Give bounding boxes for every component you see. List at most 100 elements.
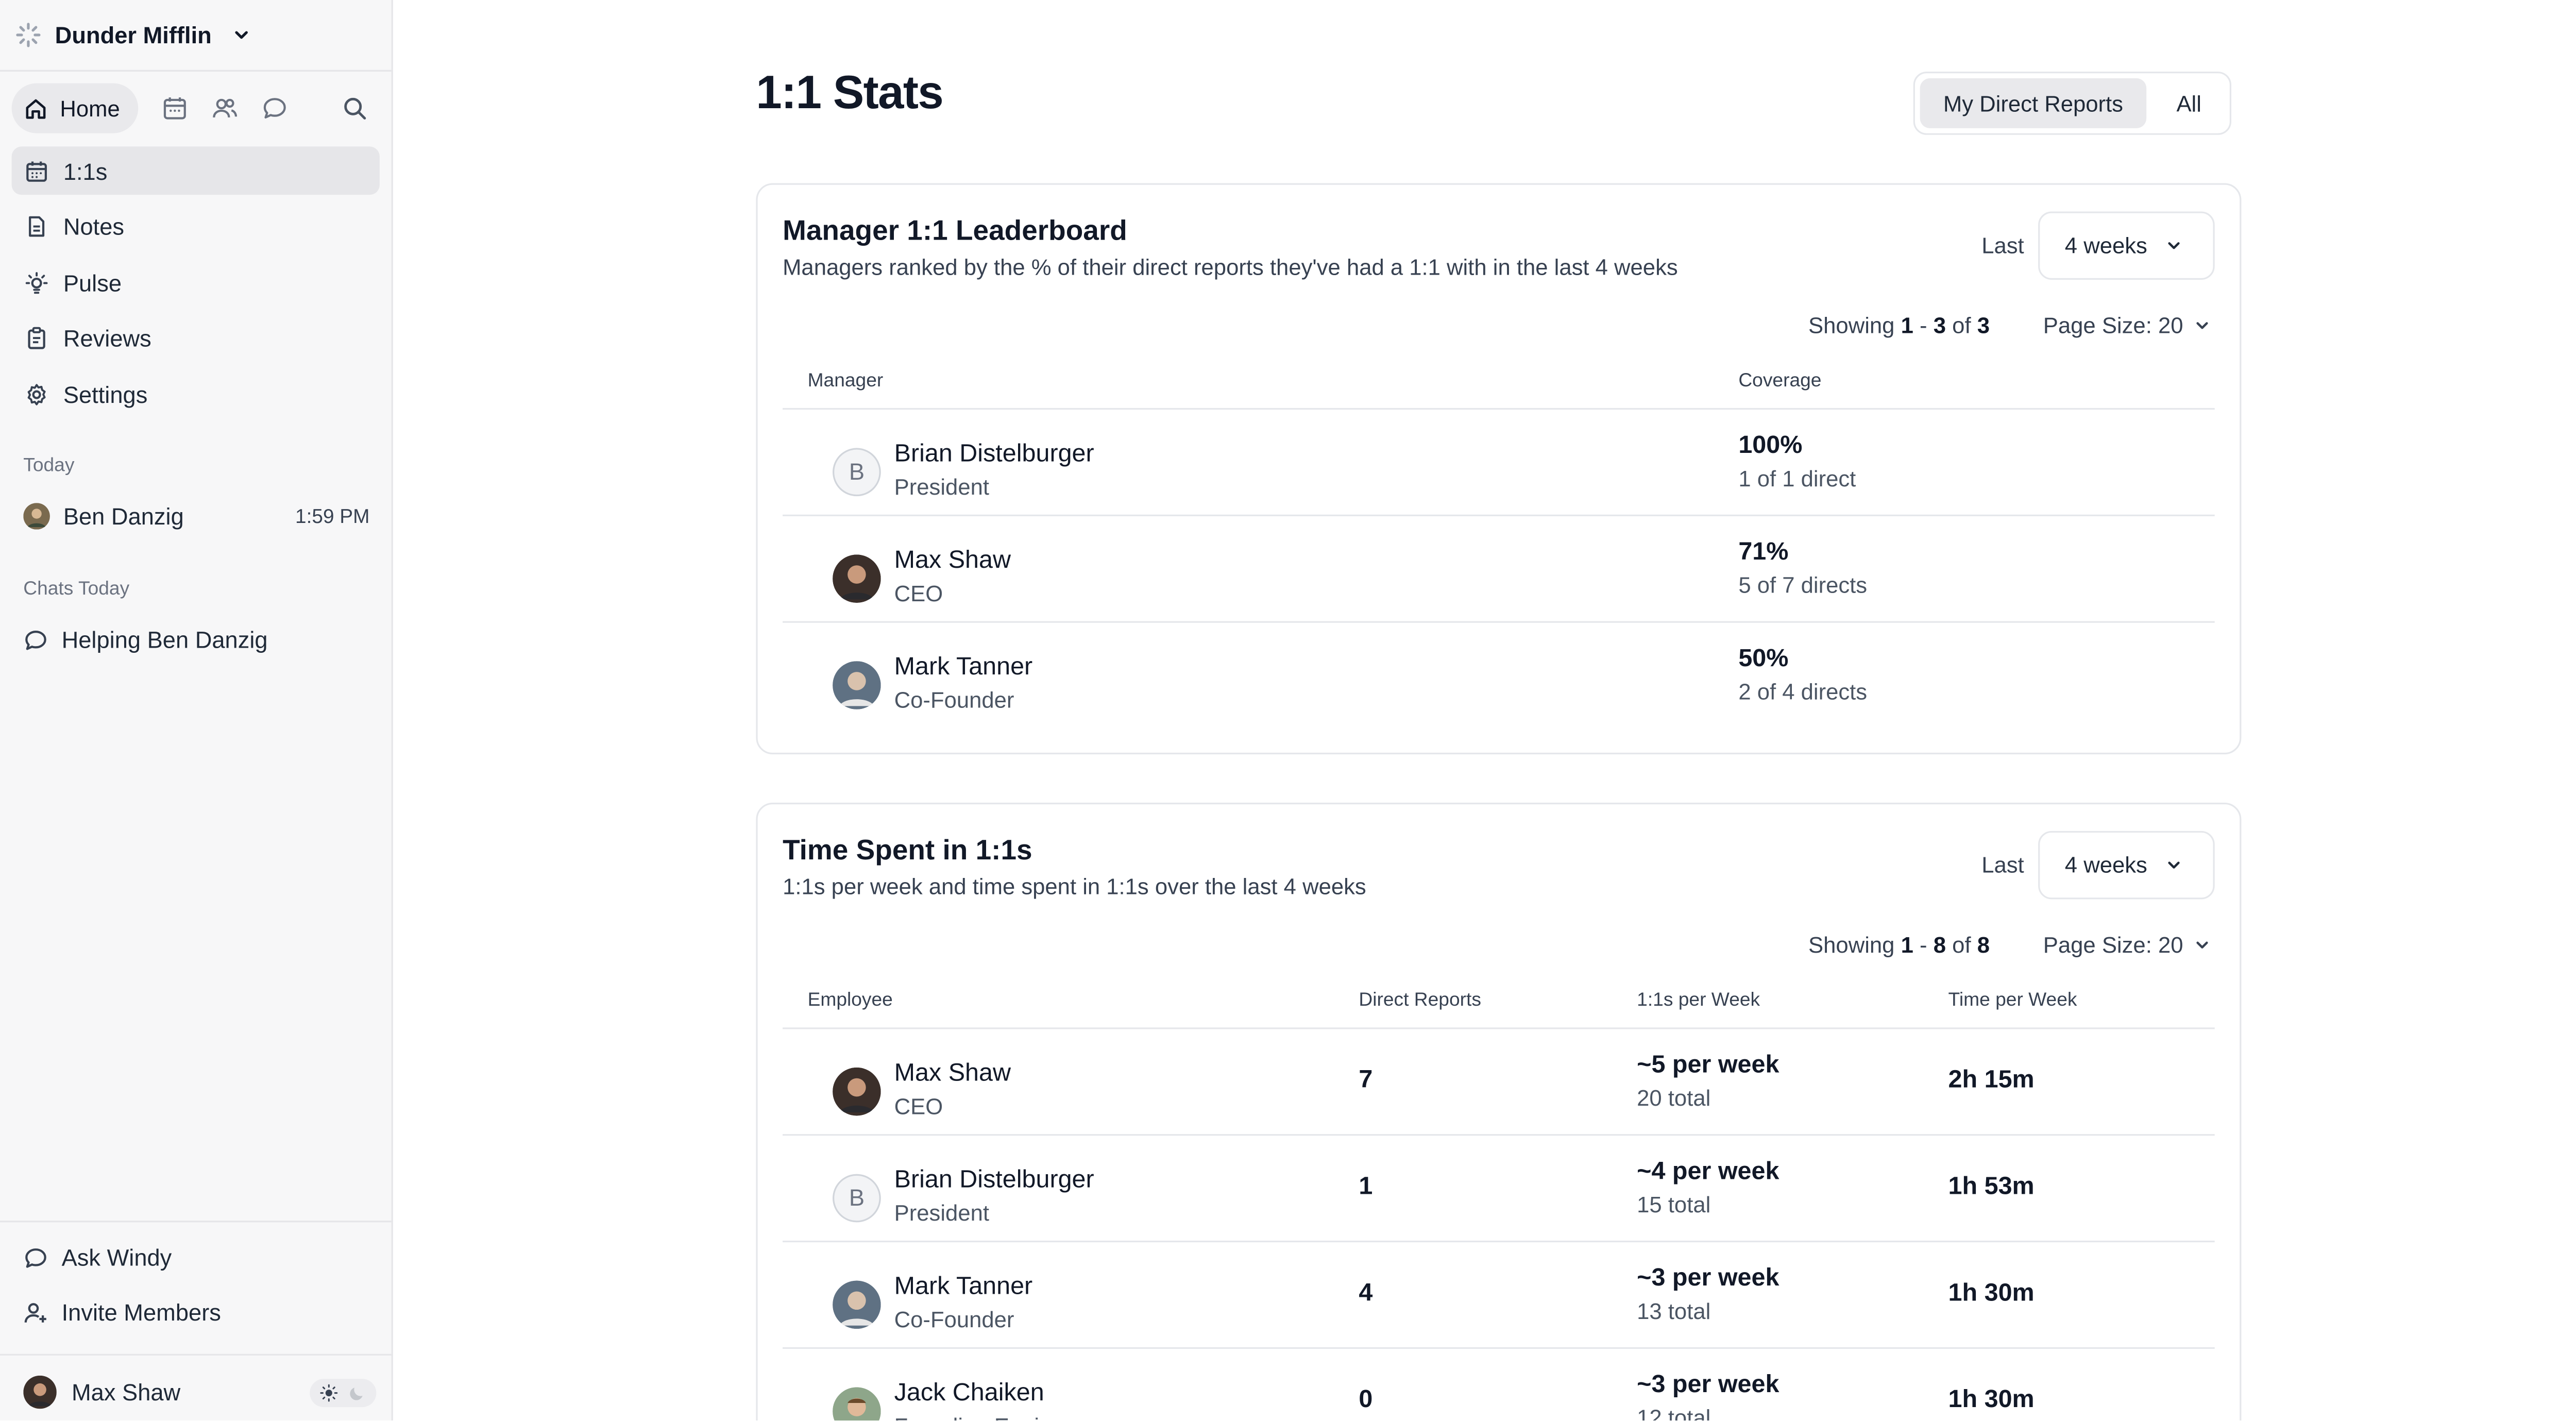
main-content: 1:1 Stats My Direct Reports All Manager … <box>395 0 2576 1420</box>
table-row[interactable]: B Brian Distelburger President 100% 1 of… <box>783 410 2215 516</box>
avatar <box>23 1375 57 1409</box>
per-week-value: ~3 per week <box>1637 1264 1780 1293</box>
sidebar-item-label: Pulse <box>63 268 122 296</box>
avatar <box>833 1279 881 1328</box>
person-name: Brian Distelburger <box>894 439 1094 468</box>
chevron-down-icon <box>2196 322 2208 329</box>
lightbulb-icon <box>25 271 48 293</box>
sidebar-item-label: 1:1s <box>63 157 108 184</box>
chat-bubble-icon <box>25 630 46 649</box>
showing-to: 3 <box>1933 313 1946 339</box>
page-size-select[interactable]: Page Size: 20 <box>2043 933 2212 957</box>
period-select[interactable]: 4 weeks <box>2038 211 2215 280</box>
column-header-per-week[interactable]: 1:1s per Week <box>1637 991 1760 1011</box>
total-value: 13 total <box>1637 1299 1711 1324</box>
column-header-manager[interactable]: Manager <box>807 371 884 392</box>
table-row[interactable]: Mark Tanner Co-Founder 50% 2 of 4 direct… <box>783 623 2215 730</box>
time-per-week: 2h 15m <box>1948 1065 2035 1094</box>
clipboard-icon <box>28 327 45 349</box>
column-header-direct-reports[interactable]: Direct Reports <box>1359 991 1481 1011</box>
table-row[interactable]: Mark Tanner Co-Founder 4 ~3 per week 13 … <box>783 1242 2215 1349</box>
sidebar-item-label: Reviews <box>63 325 151 351</box>
coverage-detail: 5 of 7 directs <box>1738 572 1868 598</box>
card-subtitle: 1:1s per week and time spent in 1:1s ove… <box>783 874 1366 900</box>
table-row[interactable]: Jack Chaiken Founding Engineer 0 ~3 per … <box>783 1349 2215 1420</box>
sidebar-menu: 1:1s Notes Pulse Reviews Settings <box>11 146 380 425</box>
chevron-down-icon <box>2167 242 2179 249</box>
avatar <box>23 503 50 530</box>
table-row[interactable]: B Brian Distelburger President 1 ~4 per … <box>783 1136 2215 1243</box>
report-scope-toggle: My Direct Reports All <box>1913 71 2232 135</box>
page-size-label: Page Size: 20 <box>2043 313 2183 339</box>
person-name: Brian Distelburger <box>894 1165 1094 1194</box>
sidebar-item-pulse[interactable]: Pulse <box>12 258 380 307</box>
card-title: Manager 1:1 Leaderboard <box>783 214 1127 247</box>
table-row[interactable]: Max Shaw CEO 71% 5 of 7 directs <box>783 516 2215 623</box>
chat-item[interactable]: Helping Ben Danzig <box>23 623 369 656</box>
table-header: Employee Direct Reports 1:1s per Week Ti… <box>783 979 2215 1029</box>
per-week-value: ~4 per week <box>1637 1157 1780 1186</box>
showing-from: 1 <box>1901 313 1913 339</box>
showing-total: 8 <box>1977 932 1990 958</box>
column-header-time-per-week[interactable]: Time per Week <box>1948 991 2077 1011</box>
sidebar-item-settings[interactable]: Settings <box>12 370 380 418</box>
column-header-coverage[interactable]: Coverage <box>1738 371 1822 392</box>
chat-help-icon <box>25 1247 46 1267</box>
chats-today-label: Chats Today <box>23 579 130 600</box>
sun-icon[interactable] <box>320 1383 338 1401</box>
org-switcher[interactable]: Dunder Mifflin <box>15 19 251 52</box>
add-user-icon <box>24 1302 46 1322</box>
per-week-cell: ~3 per week 12 total <box>1637 1369 1779 1420</box>
pagination-summary: Showing 1 - 3 of 3 <box>1808 313 1990 339</box>
person-role: President <box>894 475 990 500</box>
people-nav-icon[interactable] <box>212 95 239 122</box>
chat-item-label: Helping Ben Danzig <box>61 626 268 653</box>
home-button[interactable]: Home <box>11 83 139 133</box>
coverage-cell: 50% 2 of 4 directs <box>1738 643 1867 709</box>
moon-icon[interactable] <box>348 1383 367 1401</box>
showing-prefix: Showing <box>1808 932 1895 958</box>
pagination-summary: Showing 1 - 8 of 8 <box>1808 932 1990 958</box>
page-size-select[interactable]: Page Size: 20 <box>2043 313 2212 338</box>
search-icon[interactable] <box>342 95 368 122</box>
chevron-down-icon <box>2167 861 2179 869</box>
avatar: B <box>833 1173 881 1222</box>
table-header: Manager Coverage <box>783 360 2215 410</box>
ask-windy-button[interactable]: Ask Windy <box>23 1244 172 1271</box>
calendar-nav-icon[interactable] <box>162 95 189 122</box>
theme-toggle[interactable] <box>310 1378 377 1407</box>
sidebar-item-reviews[interactable]: Reviews <box>12 314 380 362</box>
today-section-label: Today <box>23 456 75 477</box>
coverage-percent: 71% <box>1738 537 1789 566</box>
recent-item-ben-danzig[interactable]: Ben Danzig 1:59 PM <box>23 500 370 533</box>
invite-members-button[interactable]: Invite Members <box>23 1299 221 1326</box>
my-direct-reports-tab[interactable]: My Direct Reports <box>1920 78 2147 128</box>
chevron-down-icon <box>235 31 248 39</box>
total-value: 15 total <box>1637 1192 1711 1217</box>
document-icon <box>29 216 45 237</box>
gear-icon <box>27 383 46 405</box>
showing-from: 1 <box>1901 932 1913 958</box>
direct-reports-count: 0 <box>1359 1385 1373 1414</box>
sidebar-item-notes[interactable]: Notes <box>12 202 380 251</box>
table-row[interactable]: Max Shaw CEO 7 ~5 per week 20 total 2h 1… <box>783 1029 2215 1136</box>
period-label: Last <box>1981 852 2024 878</box>
column-header-employee[interactable]: Employee <box>807 991 893 1011</box>
person-role: CEO <box>894 1094 943 1119</box>
coverage-detail: 1 of 1 direct <box>1738 466 1856 492</box>
all-tab[interactable]: All <box>2176 91 2201 116</box>
page-title: 1:1 Stats <box>756 66 943 119</box>
chevron-down-icon <box>2196 941 2208 949</box>
showing-to: 8 <box>1933 932 1946 958</box>
recent-item-time: 1:59 PM <box>295 504 370 528</box>
sidebar-item-1on1s[interactable]: 1:1s <box>11 146 380 195</box>
current-user[interactable]: Max Shaw <box>23 1374 377 1410</box>
chat-nav-icon[interactable] <box>261 95 288 122</box>
avatar: B <box>833 447 881 496</box>
person-role: Founding Engineer <box>894 1411 1084 1420</box>
avatar <box>833 1386 881 1420</box>
total-value: 20 total <box>1637 1086 1711 1111</box>
sidebar-divider <box>0 1354 393 1356</box>
period-select[interactable]: 4 weeks <box>2038 831 2215 900</box>
coverage-detail: 2 of 4 directs <box>1738 679 1868 705</box>
